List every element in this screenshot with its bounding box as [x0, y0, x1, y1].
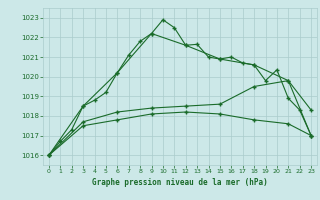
X-axis label: Graphe pression niveau de la mer (hPa): Graphe pression niveau de la mer (hPa)	[92, 178, 268, 187]
